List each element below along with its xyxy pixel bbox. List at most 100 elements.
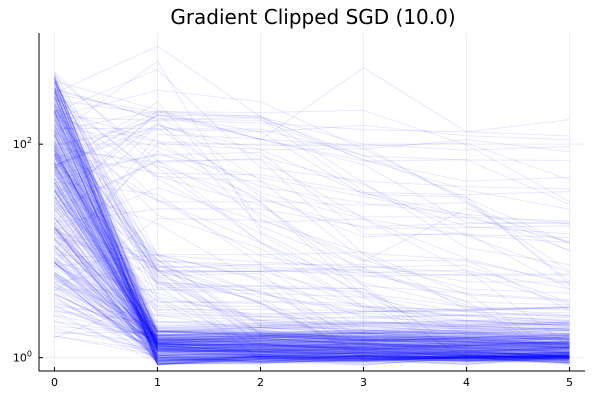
series-line bbox=[54, 189, 570, 359]
series-line bbox=[54, 131, 570, 277]
series-line bbox=[54, 186, 570, 322]
series-line bbox=[54, 169, 570, 359]
series-line bbox=[54, 116, 570, 363]
series-line bbox=[54, 87, 570, 340]
series-line bbox=[54, 87, 570, 363]
series-line bbox=[54, 232, 570, 365]
series-line bbox=[54, 230, 570, 339]
series-line bbox=[54, 283, 570, 346]
series-line bbox=[54, 107, 570, 363]
series-line bbox=[54, 148, 570, 286]
series-line bbox=[54, 320, 570, 340]
series-line bbox=[54, 142, 570, 355]
series-line bbox=[54, 325, 570, 349]
series-line bbox=[54, 160, 570, 283]
series-line bbox=[54, 182, 570, 366]
series-line bbox=[54, 292, 570, 355]
series-line bbox=[54, 249, 570, 360]
series-line bbox=[54, 164, 570, 347]
series-line bbox=[54, 237, 570, 335]
series-line bbox=[54, 156, 570, 348]
series-line bbox=[54, 150, 570, 348]
series-line bbox=[54, 162, 570, 364]
series-line bbox=[54, 129, 570, 285]
series-line bbox=[54, 156, 570, 355]
series-line bbox=[54, 77, 570, 344]
series-line bbox=[54, 208, 570, 228]
series-line bbox=[54, 223, 570, 357]
series-line bbox=[54, 97, 570, 357]
series-line bbox=[54, 191, 570, 346]
series-line bbox=[54, 153, 570, 319]
series-line bbox=[54, 145, 570, 346]
series-line bbox=[54, 153, 570, 243]
series-line bbox=[54, 91, 570, 362]
series-line bbox=[54, 200, 570, 342]
series-line bbox=[54, 171, 570, 362]
series-line bbox=[54, 150, 570, 359]
series-line bbox=[54, 114, 570, 364]
series-line bbox=[54, 260, 570, 339]
series-line bbox=[54, 89, 570, 352]
series-line bbox=[54, 167, 570, 357]
series-line bbox=[54, 162, 570, 365]
y-tick-label: 102 bbox=[13, 136, 32, 151]
series-line bbox=[54, 253, 570, 362]
series-line bbox=[54, 245, 570, 360]
series-line bbox=[54, 250, 570, 349]
series-line bbox=[54, 156, 570, 340]
series-line bbox=[54, 108, 570, 366]
series-line bbox=[54, 103, 570, 357]
series-line bbox=[54, 117, 570, 354]
series-line bbox=[54, 115, 570, 266]
series-line bbox=[54, 152, 570, 329]
series-line bbox=[54, 274, 570, 359]
series-line bbox=[54, 261, 570, 352]
series-line bbox=[54, 104, 570, 345]
series-line bbox=[54, 272, 570, 350]
series-line bbox=[54, 168, 570, 321]
series-line bbox=[54, 222, 570, 359]
series-line bbox=[54, 156, 570, 359]
series-line bbox=[54, 178, 570, 345]
series-line bbox=[54, 304, 570, 353]
series-line bbox=[54, 327, 570, 360]
axes: 0 1 2 3 4 5 100 102 bbox=[13, 33, 585, 389]
series-line bbox=[54, 245, 570, 364]
series-line bbox=[54, 262, 570, 335]
series-line bbox=[54, 86, 570, 322]
series-line bbox=[54, 231, 570, 331]
series-line bbox=[54, 81, 570, 357]
series-line bbox=[54, 256, 570, 350]
series-line bbox=[54, 81, 570, 365]
series-line bbox=[54, 147, 570, 349]
series-line bbox=[54, 163, 570, 352]
series-line bbox=[54, 308, 570, 346]
series-line bbox=[54, 129, 570, 335]
series-line bbox=[54, 110, 570, 357]
series-line bbox=[54, 147, 570, 318]
series-line bbox=[54, 111, 570, 366]
series-line bbox=[54, 173, 570, 362]
series-line bbox=[54, 100, 570, 358]
series-line bbox=[54, 262, 570, 357]
series-line bbox=[54, 80, 570, 349]
series-line bbox=[54, 71, 570, 302]
series-line bbox=[54, 161, 570, 346]
series-line bbox=[54, 217, 570, 349]
series-line bbox=[54, 98, 570, 366]
series-line bbox=[54, 151, 570, 238]
series-line bbox=[54, 127, 570, 354]
series-line bbox=[54, 77, 570, 337]
series-line bbox=[54, 110, 570, 345]
series-line bbox=[54, 330, 570, 351]
series-line bbox=[54, 158, 570, 353]
series-line bbox=[54, 104, 570, 277]
series-line bbox=[54, 72, 570, 326]
series-line bbox=[54, 95, 570, 360]
series-line bbox=[54, 189, 570, 304]
series-line bbox=[54, 89, 570, 366]
series-line bbox=[54, 196, 570, 358]
series-line bbox=[54, 189, 570, 346]
